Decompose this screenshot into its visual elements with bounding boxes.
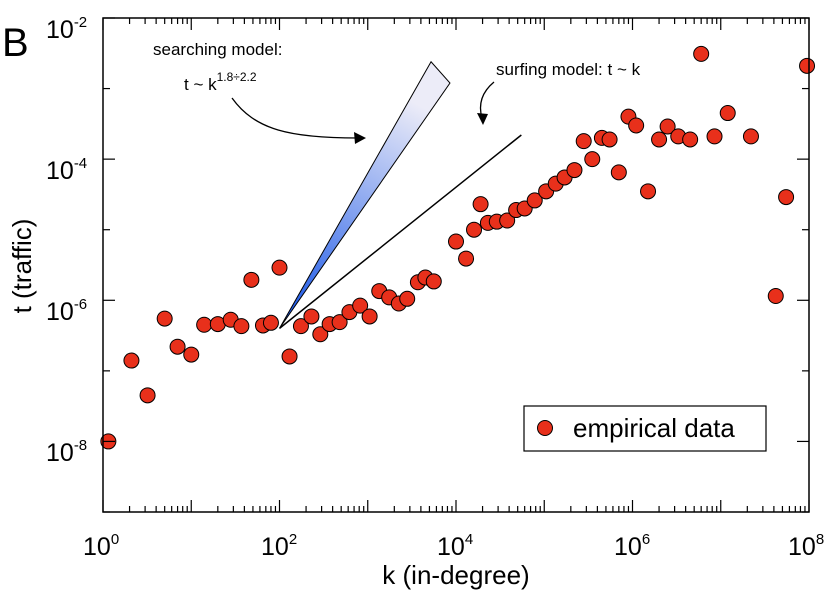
y-tick-label: 10-4: [46, 155, 87, 185]
searching-model-label: searching model:: [153, 40, 282, 59]
data-point: [526, 192, 543, 209]
data-point: [448, 233, 464, 250]
axis-ticks: [102, 17, 810, 513]
data-point: [281, 348, 298, 365]
surfing-model-arrowhead: [477, 113, 488, 125]
y-axis-label: t (traffic): [7, 219, 37, 314]
data-point: [659, 118, 676, 135]
x-tick-label: 104: [437, 531, 473, 561]
data-point: [271, 259, 288, 276]
data-point: [628, 117, 645, 134]
y-tick-label: 10-2: [46, 14, 87, 44]
panel-label: B: [2, 21, 29, 65]
legend: empirical data: [523, 405, 767, 452]
searching-model-formula: t ~ k1.8÷2.2: [184, 70, 257, 94]
surfing-model-line: [279, 134, 522, 329]
data-point: [682, 131, 699, 148]
data-point: [233, 318, 250, 335]
data-point: [575, 133, 592, 150]
x-tick-label: 106: [614, 531, 650, 561]
data-point: [799, 57, 816, 74]
x-tick-label: 100: [83, 531, 119, 561]
data-point: [156, 310, 173, 327]
y-tick-labels: 10-8 10-6 10-4 10-2: [46, 14, 87, 467]
data-points: [100, 45, 816, 450]
surfing-model-arrow: [479, 81, 495, 119]
searching-model-arrowhead: [354, 132, 366, 144]
data-point: [331, 314, 348, 331]
data-point: [183, 346, 200, 363]
data-point: [778, 189, 795, 206]
data-point: [458, 250, 475, 267]
data-point: [196, 316, 213, 333]
data-point: [139, 387, 156, 404]
searching-model-wedge: [279, 60, 451, 329]
x-tick-label: 102: [261, 531, 297, 561]
data-point: [601, 131, 618, 148]
data-point: [466, 221, 483, 238]
data-point: [352, 297, 369, 314]
y-tick-label: 10-8: [46, 437, 87, 467]
data-point: [499, 212, 516, 229]
legend-marker: [537, 420, 553, 436]
data-point: [243, 271, 260, 288]
data-point: [693, 45, 710, 62]
data-point: [292, 318, 309, 335]
y-tick-label: 10-6: [46, 296, 87, 326]
data-point: [425, 273, 442, 290]
data-point: [566, 162, 583, 179]
x-axis-label: k (in-degree): [382, 560, 529, 590]
data-point: [303, 308, 320, 325]
data-point: [361, 308, 378, 325]
data-point: [472, 196, 489, 213]
data-point: [610, 164, 627, 181]
x-tick-label: 108: [788, 531, 824, 561]
data-point: [123, 352, 140, 369]
data-point: [767, 288, 784, 305]
data-point: [169, 338, 186, 355]
data-point: [651, 131, 668, 148]
legend-box: [523, 405, 767, 452]
surfing-model-label: surfing model: t ~ k: [496, 60, 641, 79]
legend-label: empirical data: [573, 413, 735, 443]
data-point: [262, 314, 279, 331]
data-point: [584, 151, 601, 168]
data-point: [640, 183, 657, 200]
data-point: [312, 326, 329, 343]
data-point: [742, 128, 759, 145]
x-tick-labels: 100 102 104 106 108: [83, 531, 824, 561]
data-point: [399, 290, 416, 307]
data-point: [706, 128, 723, 145]
searching-model-arrow: [231, 97, 359, 139]
data-point: [719, 105, 736, 122]
